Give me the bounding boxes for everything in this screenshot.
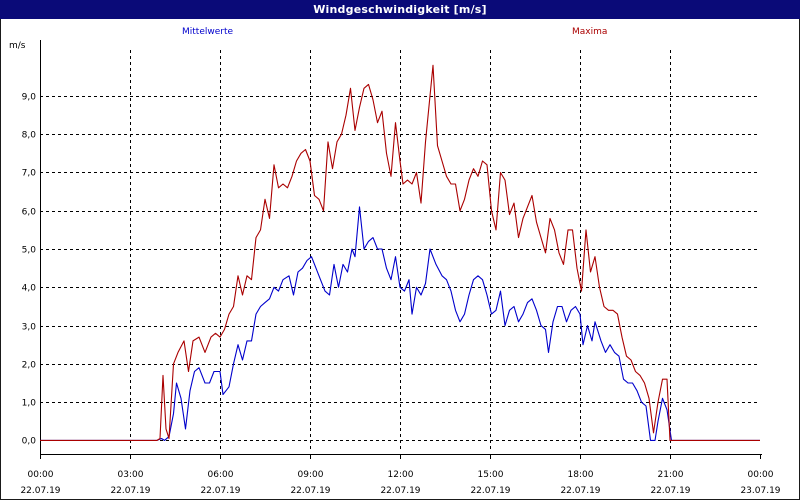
- x-tick-time: 15:00: [478, 470, 504, 480]
- x-tick-time: 00:00: [748, 470, 774, 480]
- legend-maxima: Maxima: [572, 27, 607, 37]
- chart-title: Windgeschwindigkeit [m/s]: [0, 0, 800, 19]
- legend-mittelwerte: Mittelwerte: [182, 27, 233, 37]
- x-tick-date: 22.07.19: [290, 486, 330, 496]
- y-tick-label: 0,0: [22, 437, 37, 447]
- x-tick-time: 21:00: [658, 470, 684, 480]
- y-tick-label: 2,0: [22, 361, 37, 371]
- y-tick-label: 6,0: [22, 208, 37, 218]
- x-tick-date: 22.07.19: [650, 486, 690, 496]
- x-tick-time: 03:00: [118, 470, 144, 480]
- series-lines: [40, 64, 760, 441]
- series-line-maxima: [40, 64, 760, 441]
- grid-lines: [40, 50, 760, 450]
- y-tick-label: 4,0: [22, 284, 37, 294]
- x-tick-time: 06:00: [208, 470, 234, 480]
- tick-labels: 0,0 1,0 2,0 3,0 4,0 5,0 6,0 7,0 8,0 9,0 00:00 22.07…: [20, 93, 780, 497]
- y-axis-unit-label: m/s: [9, 41, 26, 51]
- y-tick-label: 5,0: [22, 246, 37, 256]
- series-line-mittelwerte: [40, 206, 760, 441]
- y-tick-label: 8,0: [22, 131, 37, 141]
- axes: [40, 40, 762, 459]
- x-tick-date: 22.07.19: [20, 486, 60, 496]
- x-tick-date: 22.07.19: [200, 486, 240, 496]
- x-tick-time: 09:00: [298, 470, 324, 480]
- x-tick-date: 22.07.19: [110, 486, 150, 496]
- x-tick-time: 18:00: [568, 470, 594, 480]
- x-tick-time: 00:00: [28, 470, 54, 480]
- y-tick-label: 3,0: [22, 323, 37, 333]
- y-tick-label: 9,0: [22, 93, 37, 103]
- x-tick-date: 22.07.19: [470, 486, 510, 496]
- x-tick-date: 23.07.19: [740, 486, 780, 496]
- y-tick-label: 1,0: [22, 399, 37, 409]
- x-tick-date: 22.07.19: [380, 486, 420, 496]
- x-tick-time: 12:00: [388, 470, 414, 480]
- y-tick-label: 7,0: [22, 169, 37, 179]
- x-tick-date: 22.07.19: [560, 486, 600, 496]
